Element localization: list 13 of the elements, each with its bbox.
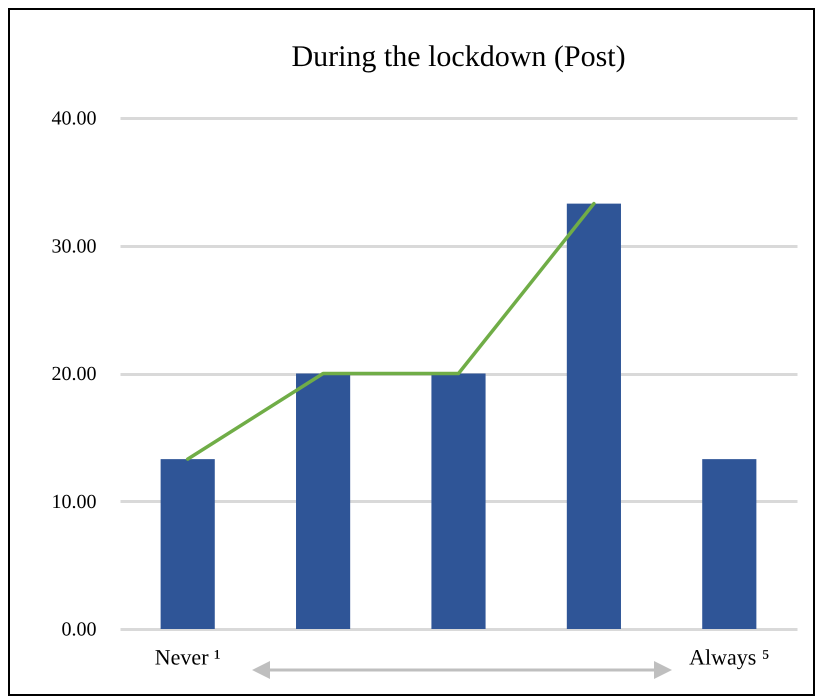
y-tick-label: 10.00 <box>52 490 96 513</box>
x-tick-label: Always ⁵ <box>689 644 770 670</box>
y-tick-label: 0.00 <box>62 618 96 640</box>
bar <box>702 459 756 629</box>
y-tick-label: 40.00 <box>52 108 96 130</box>
y-tick-label: 20.00 <box>52 363 96 385</box>
y-tick-label: 30.00 <box>52 235 96 258</box>
bar <box>431 374 486 629</box>
chart-title: During the lockdown (Post) <box>291 40 626 73</box>
bar <box>160 459 215 629</box>
bar <box>296 374 350 629</box>
x-tick-label: Never ¹ <box>154 644 221 670</box>
bar <box>566 204 621 629</box>
